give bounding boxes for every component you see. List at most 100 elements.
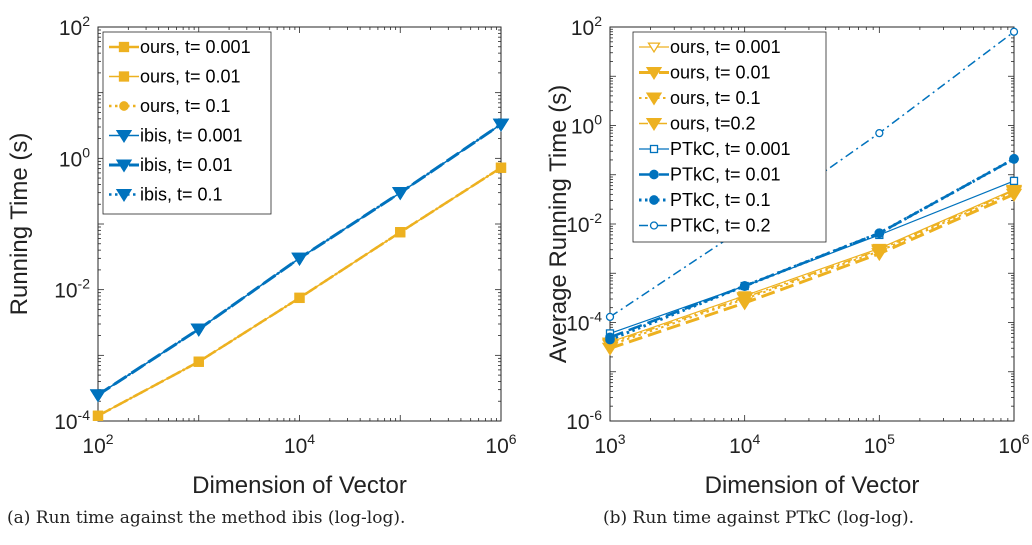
legend-label: PTkC, t= 0.001 [670,139,791,159]
x-tick-label: 104 [284,431,315,458]
legend: ours, t= 0.001 ours, t= 0.01 ours, t= 0.1 o… [632,31,827,243]
series-line [609,189,1015,343]
legend-item: PTkC, t= 0.2 [639,216,771,236]
legend-item: ours, t=0.2 [639,114,756,134]
legend-marker [118,71,130,82]
data-point [736,292,753,306]
data-point [874,228,885,239]
x-tick-label: 103 [594,431,625,458]
y-tick-label: 102 [571,13,602,40]
legend-label: ibis, t= 0.001 [140,126,243,146]
data-point [739,281,750,291]
y-tick-label: 100 [571,112,602,139]
legend-label: ibis, t= 0.1 [140,185,223,205]
data-point [291,252,308,266]
legend-marker [649,221,659,230]
x-axis-label: Dimension of Vector [705,472,920,499]
legend-item: PTkC, t= 0.001 [639,139,791,159]
legend-item: ibis, t= 0.01 [109,155,233,175]
legend-marker [649,169,659,180]
legend-label: ours, t= 0.1 [670,88,761,108]
data-point [395,227,406,238]
x-tick-label: 106 [485,431,516,458]
data-point [871,244,888,258]
legend-marker [119,101,129,111]
series-line [97,123,502,396]
series-line [609,192,1015,350]
data-point [1009,27,1019,36]
legend-item: ours, t= 0.001 [109,37,251,57]
y-tick-label: 10-4 [54,407,90,434]
legend-item: ours, t= 0.01 [109,67,241,87]
data-point [605,334,615,345]
legend-item: ours, t= 0.1 [109,96,231,116]
data-point [193,356,204,367]
data-point [1005,184,1023,198]
y-tick-label: 10-6 [566,407,602,434]
data-point [294,293,305,303]
legend-label: PTkC, t= 0.2 [670,216,771,236]
legend-marker [645,92,663,106]
x-axis-label: Dimension of Vector [192,472,407,499]
series-line [609,31,1015,318]
series-line [609,157,1015,341]
legend-marker [645,66,663,81]
legend-item: ours, t= 0.01 [639,63,771,83]
legend-label: PTkC, t= 0.1 [670,190,771,210]
y-axis-label: Average Running Time (s) [545,85,572,363]
legend-item: PTkC, t= 0.1 [639,190,771,210]
legend-marker [115,129,133,144]
x-tick-label: 104 [729,431,760,458]
chart-b: 103 104 105 106 10-6 10-4 10-2 100 102 Dimension … [545,13,1030,499]
legend: ours, t= 0.001 ours, t= 0.01 ours, t= 0.1 i… [102,31,272,215]
chart-a: 102 104 106 10-4 10-2 100 102 Dimension of Vect… [6,13,517,499]
legend-marker [118,41,130,53]
legend-label: ours, t= 0.1 [140,96,231,116]
legend-label: ibis, t= 0.01 [140,155,233,175]
data-point [190,323,207,337]
x-tick-label: 106 [998,431,1029,458]
legend-label: ours, t=0.2 [670,114,756,134]
legend-label: ours, t= 0.01 [670,63,771,83]
data-point [605,312,615,322]
legend-label: PTkC, t= 0.01 [670,165,781,185]
legend-item: ibis, t= 0.001 [109,126,243,146]
legend-label: ours, t= 0.01 [140,67,241,87]
y-tick-label: 10-2 [566,210,602,237]
y-tick-label: 102 [59,13,90,40]
y-tick-label: 10-4 [566,309,602,336]
data-point [496,162,506,173]
legend-marker [649,144,659,154]
data-point [392,187,409,201]
legend-marker [645,117,663,132]
legend-label: ours, t= 0.001 [670,37,781,57]
series-6 [605,154,1019,345]
legend-box [102,31,272,215]
data-point [1009,176,1019,186]
data-point [1009,154,1019,164]
series-5 [89,118,510,403]
legend-marker [647,42,661,54]
legend-marker [115,159,133,173]
y-axis-label: Running Time (s) [6,133,33,316]
legend-item: ours, t= 0.001 [639,37,781,57]
legend-item: ibis, t= 0.1 [109,185,223,205]
legend-marker [115,188,133,203]
y-tick-label: 10-2 [54,276,90,303]
data-point [492,118,510,132]
x-tick-label: 102 [82,431,113,458]
legend-item: ours, t= 0.1 [639,88,761,108]
data-point [89,389,107,403]
caption-b: (b) Run time against PTkC (log-log). [603,508,915,528]
legend-label: ours, t= 0.001 [140,37,251,57]
legend-box [632,31,827,243]
legend-marker [649,195,659,205]
series-2 [93,162,506,421]
data-point [875,128,884,138]
caption-a: (a) Run time against the method ibis (lo… [7,508,406,528]
series-line [609,189,1015,344]
legend-item: PTkC, t= 0.01 [639,165,781,185]
data-point [93,410,103,421]
y-tick-label: 100 [59,144,90,171]
